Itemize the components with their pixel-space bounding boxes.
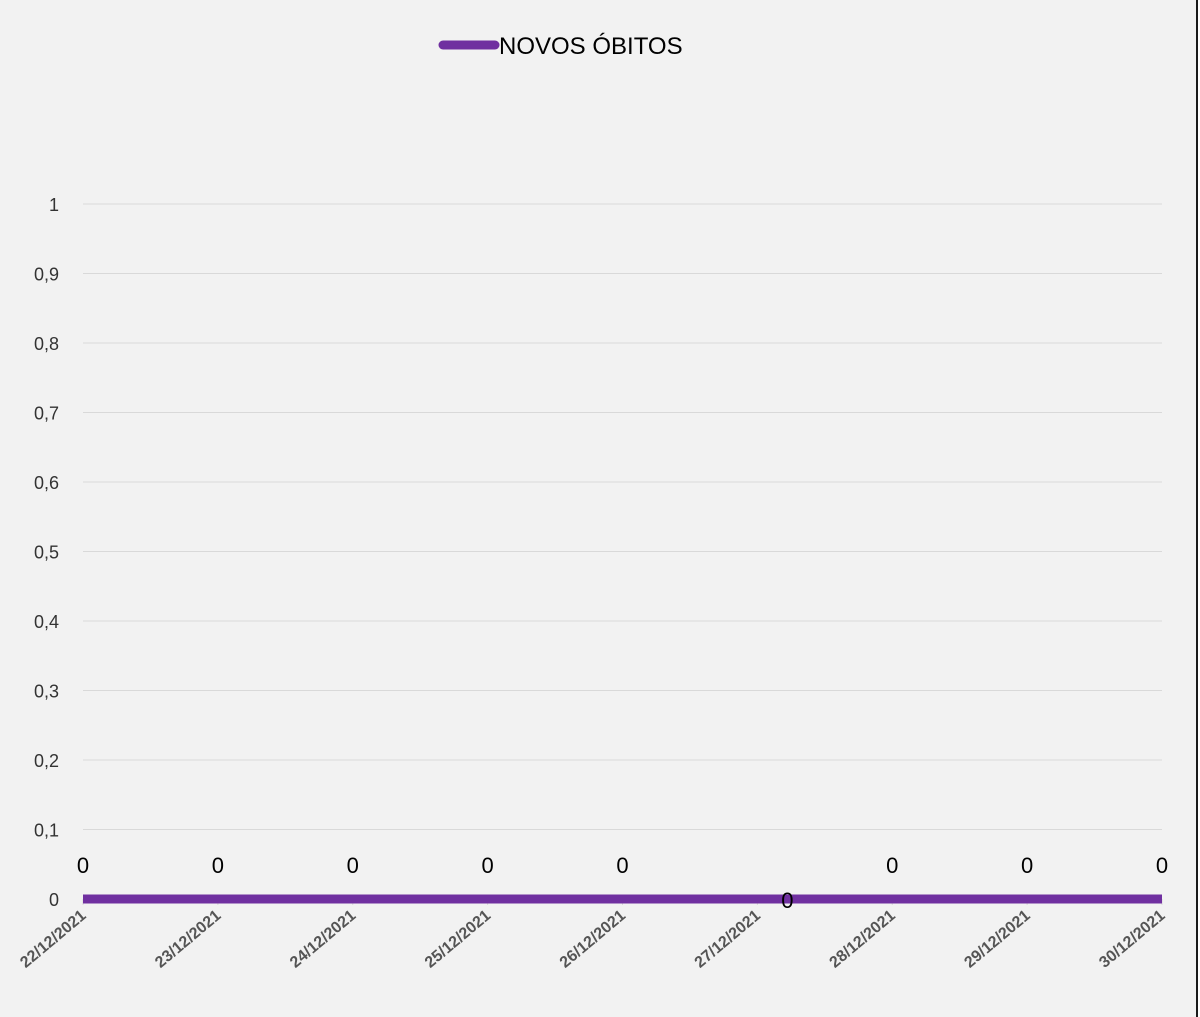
y-tick-label: 0,8 [34, 334, 59, 354]
x-tick-label: 26/12/2021 [557, 907, 629, 972]
data-label: 0 [212, 853, 224, 878]
data-label: 0 [347, 853, 359, 878]
y-tick-label: 0,9 [34, 265, 59, 285]
x-tick-label: 27/12/2021 [692, 907, 764, 972]
y-tick-label: 0,6 [34, 473, 59, 493]
x-tick-label: 24/12/2021 [287, 907, 359, 972]
y-tick-label: 0,4 [34, 612, 59, 632]
y-tick-label: 0,3 [34, 682, 59, 702]
legend-label: NOVOS ÓBITOS [499, 33, 683, 60]
y-tick-label: 0 [49, 890, 59, 910]
y-tick-label: 0,2 [34, 751, 59, 771]
x-tick-label: 29/12/2021 [961, 907, 1033, 972]
y-tick-label: 1 [49, 195, 59, 215]
x-tick-label: 22/12/2021 [17, 907, 89, 972]
data-label: 0 [77, 853, 89, 878]
data-labels: 0 0 0 0 0 0 0 0 0 [77, 853, 1168, 913]
x-tick-label: 25/12/2021 [422, 907, 494, 972]
data-label: 0 [886, 853, 898, 878]
x-tick-label: 28/12/2021 [827, 907, 899, 972]
data-label: 0 [1156, 853, 1168, 878]
x-tick-label: 30/12/2021 [1096, 907, 1168, 972]
data-label: 0 [781, 888, 793, 913]
x-tick-label: 23/12/2021 [152, 907, 224, 972]
y-tick-label: 0,7 [34, 404, 59, 424]
data-label: 0 [1021, 853, 1033, 878]
x-axis-ticks: 22/12/2021 23/12/2021 24/12/2021 25/12/2021… [17, 907, 1168, 972]
legend: NOVOS ÓBITOS [438, 33, 683, 60]
gridlines [82, 203, 1163, 905]
y-tick-label: 0,1 [34, 821, 59, 841]
data-label: 0 [616, 853, 628, 878]
y-tick-label: 0,5 [34, 543, 59, 563]
y-axis-ticks: 0 0,1 0,2 0,3 0,4 0,5 0,6 0,7 0,8 0,9 1 [34, 195, 59, 910]
data-label: 0 [482, 853, 494, 878]
